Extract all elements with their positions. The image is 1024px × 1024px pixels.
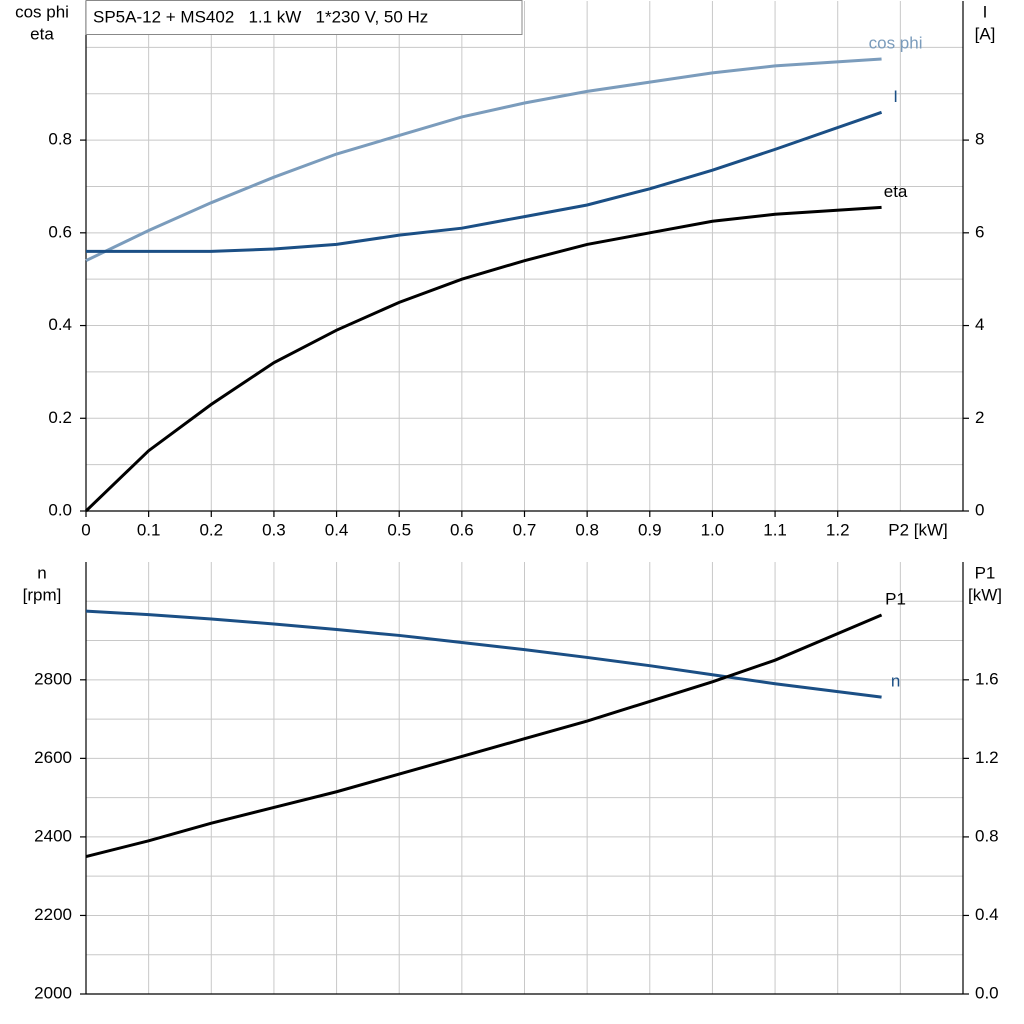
x-tick-label: 0.8 xyxy=(575,520,599,539)
x-tick-label: 0.4 xyxy=(325,520,349,539)
y-axis-label: [rpm] xyxy=(23,585,62,604)
y-tick-label: 0.8 xyxy=(48,130,72,149)
y2-axis-label: [A] xyxy=(975,24,996,43)
x-tick-label: 0.5 xyxy=(387,520,411,539)
y2-axis-label: P1 xyxy=(975,563,996,582)
x-tick-label: 1.2 xyxy=(826,520,850,539)
y2-tick-label: 4 xyxy=(975,315,984,334)
x-axis-label: P2 [kW] xyxy=(888,520,948,539)
y-tick-label: 0.2 xyxy=(48,408,72,427)
y-axis-label: eta xyxy=(30,24,54,43)
x-tick-label: 0.2 xyxy=(199,520,223,539)
y-tick-label: 2000 xyxy=(34,983,72,1002)
y2-tick-label: 0.8 xyxy=(975,826,999,845)
y-axis-label: cos phi xyxy=(15,2,69,21)
y2-axis-label: [kW] xyxy=(968,585,1002,604)
y-tick-label: 2200 xyxy=(34,905,72,924)
y-axis-label: n xyxy=(37,563,46,582)
chart-title: SP5A-12 + MS402 1.1 kW 1*230 V, 50 Hz xyxy=(93,7,428,26)
series-line xyxy=(84,205,882,513)
y-tick-label: 0.6 xyxy=(48,222,72,241)
y-tick-label: 2800 xyxy=(34,669,72,688)
series-line xyxy=(85,57,882,262)
y-tick-label: 2600 xyxy=(34,748,72,767)
y2-axis-label: I xyxy=(983,2,988,21)
y-tick-label: 2400 xyxy=(34,826,72,845)
y2-tick-label: 1.2 xyxy=(975,748,999,767)
y-tick-label: 0.0 xyxy=(48,500,72,519)
y2-tick-label: 0.4 xyxy=(975,905,999,924)
y2-tick-label: 8 xyxy=(975,130,984,149)
y-tick-label: 0.4 xyxy=(48,315,72,334)
series-line xyxy=(85,609,882,699)
x-tick-label: 0 xyxy=(81,520,90,539)
x-tick-label: 1.0 xyxy=(701,520,725,539)
y2-tick-label: 2 xyxy=(975,408,984,427)
x-tick-label: 0.1 xyxy=(137,520,161,539)
y2-tick-label: 0.0 xyxy=(975,983,999,1002)
series-line xyxy=(86,110,883,253)
series-label: n xyxy=(891,672,900,691)
series-label: eta xyxy=(884,182,908,201)
y2-tick-label: 0 xyxy=(975,500,984,519)
x-tick-label: 0.9 xyxy=(638,520,662,539)
series-label: I xyxy=(893,87,898,106)
y2-tick-label: 1.6 xyxy=(975,669,999,688)
x-tick-label: 0.6 xyxy=(450,520,474,539)
title-box xyxy=(85,0,523,35)
series-label: P1 xyxy=(885,590,906,609)
series-line xyxy=(85,613,883,858)
x-tick-label: 1.1 xyxy=(763,520,787,539)
y2-tick-label: 6 xyxy=(975,222,984,241)
x-tick-label: 0.7 xyxy=(513,520,537,539)
series-label: cos phi xyxy=(869,33,923,52)
x-tick-label: 0.3 xyxy=(262,520,286,539)
